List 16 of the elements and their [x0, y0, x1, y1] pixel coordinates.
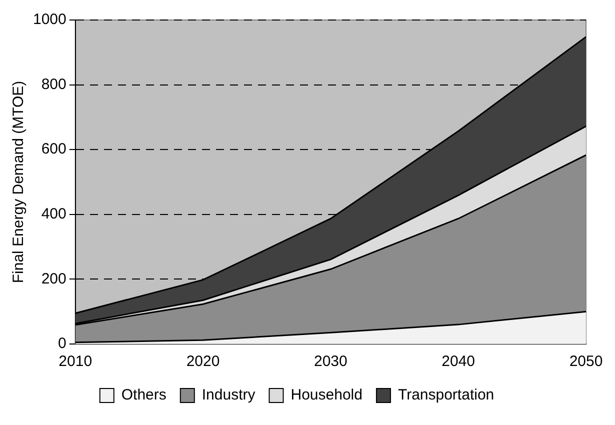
x-tick-label: 2020 — [186, 353, 220, 370]
x-tick-label: 2030 — [314, 353, 348, 370]
x-tick-label: 2010 — [58, 353, 92, 370]
y-axis-title: Final Energy Demand (MTOE) — [10, 80, 28, 284]
legend-label: Household — [290, 386, 362, 404]
y-tick-label: 400 — [41, 206, 66, 223]
y-tick-label: 200 — [41, 270, 66, 288]
legend-label: Industry — [202, 386, 256, 404]
y-tick-label: 1000 — [32, 11, 66, 28]
y-tick-label: 600 — [41, 140, 66, 158]
y-tick-label: 0 — [58, 335, 66, 352]
x-tick-label: 2040 — [442, 353, 476, 370]
x-tick-label: 2050 — [569, 353, 603, 370]
y-tick-label: 800 — [41, 76, 66, 93]
legend-label: Others — [121, 386, 166, 404]
legend-label: Transportation — [398, 386, 494, 404]
